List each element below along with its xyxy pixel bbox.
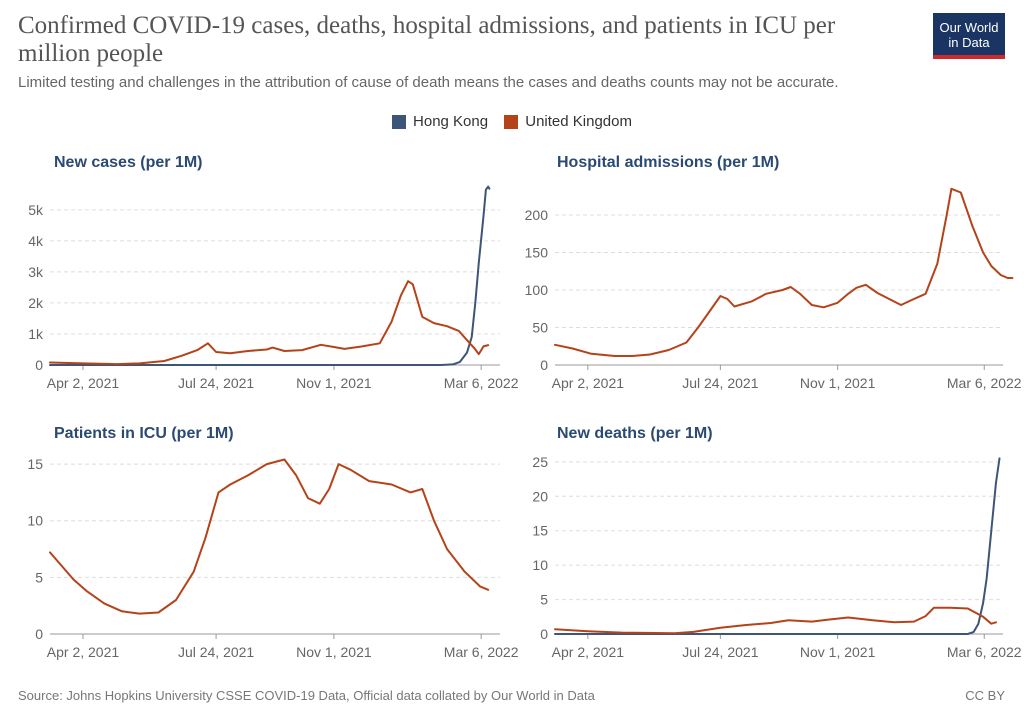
x-tick-label: Nov 1, 2021 [296, 375, 372, 391]
y-tick-label: 2k [28, 295, 44, 311]
x-tick-label: Jul 24, 2021 [682, 644, 758, 660]
x-tick-label: Jul 24, 2021 [178, 644, 254, 660]
y-tick-label: 100 [525, 282, 549, 298]
series-line-united-kingdom[interactable] [554, 606, 997, 635]
series-line-united-kingdom[interactable] [49, 458, 490, 615]
panel-hospital-admissions: Hospital admissions (per 1M) 0 50 100 150 200… [525, 154, 1022, 391]
x-tick-label: Jul 24, 2021 [682, 375, 758, 391]
x-tick-label: Apr 2, 2021 [47, 375, 120, 391]
series-line-hong-kong[interactable] [554, 457, 1001, 635]
legend-label-hong-kong: Hong Kong [413, 113, 489, 130]
logo-line-1: Our World [939, 20, 999, 35]
panel-patients-in-icu: Patients in ICU (per 1M) 0 5 10 15 Apr 2, 202… [27, 425, 518, 660]
legend-item-united-kingdom[interactable]: United Kingdom [504, 113, 632, 130]
panel-title-new-deaths: New deaths (per 1M) [557, 425, 713, 442]
x-tick-label: Mar 6, 2022 [444, 375, 519, 391]
x-tick-label: Jul 24, 2021 [178, 375, 254, 391]
legend-swatch-hong-kong [392, 114, 407, 129]
y-tick-label: 10 [532, 557, 548, 573]
y-tick-label: 15 [532, 523, 548, 539]
series-line-united-kingdom[interactable] [49, 280, 490, 366]
y-tick-label: 0 [540, 626, 548, 642]
series-line-united-kingdom[interactable] [554, 187, 1014, 357]
chart-title: Confirmed COVID-19 cases, deaths, hospit… [18, 12, 836, 67]
y-tick-label: 10 [27, 513, 43, 529]
legend: Hong Kong United Kingdom [0, 113, 1024, 133]
y-tick-label: 3k [28, 264, 44, 280]
y-tick-label: 200 [525, 207, 549, 223]
y-tick-label: 0 [35, 357, 43, 373]
source-note: Source: Johns Hopkins University CSSE CO… [18, 688, 595, 703]
x-tick-label: Apr 2, 2021 [552, 375, 625, 391]
legend-item-hong-kong[interactable]: Hong Kong [392, 113, 488, 130]
x-tick-label: Nov 1, 2021 [800, 644, 876, 660]
series-line-hong-kong[interactable] [49, 185, 491, 366]
panel-title-hospital-admissions: Hospital admissions (per 1M) [557, 154, 779, 171]
x-tick-label: Nov 1, 2021 [296, 644, 372, 660]
panel-new-cases: New cases (per 1M) 0 1k 2k 3k 4k 5k Apr 2, 2021… [28, 154, 519, 391]
y-tick-label: 0 [35, 626, 43, 642]
y-tick-label: 50 [532, 320, 548, 336]
x-tick-label: Mar 6, 2022 [444, 644, 519, 660]
x-tick-label: Mar 6, 2022 [947, 644, 1022, 660]
y-tick-label: 0 [540, 357, 548, 373]
y-tick-label: 1k [28, 326, 44, 342]
y-tick-label: 5k [28, 202, 44, 218]
chart-subtitle: Limited testing and challenges in the at… [18, 74, 839, 91]
panel-title-new-cases: New cases (per 1M) [54, 154, 203, 171]
owid-logo[interactable]: Our World in Data [933, 13, 1005, 59]
legend-swatch-united-kingdom [504, 114, 519, 129]
y-tick-label: 25 [532, 454, 548, 470]
y-tick-label: 15 [27, 456, 43, 472]
x-tick-label: Apr 2, 2021 [47, 644, 120, 660]
logo-line-2: in Data [948, 35, 990, 50]
x-tick-label: Mar 6, 2022 [947, 375, 1022, 391]
legend-label-united-kingdom: United Kingdom [525, 113, 632, 130]
x-tick-label: Nov 1, 2021 [800, 375, 876, 391]
y-tick-label: 150 [525, 245, 549, 261]
y-tick-label: 5 [540, 592, 548, 608]
panel-new-deaths: New deaths (per 1M) 0 5 10 15 20 25 Apr 2, 2021… [532, 425, 1021, 660]
x-tick-label: Apr 2, 2021 [552, 644, 625, 660]
y-tick-label: 4k [28, 233, 44, 249]
license-link[interactable]: CC BY [965, 688, 1005, 703]
panel-title-patients-in-icu: Patients in ICU (per 1M) [54, 425, 234, 442]
y-tick-label: 20 [532, 488, 548, 504]
y-tick-label: 5 [35, 569, 43, 585]
